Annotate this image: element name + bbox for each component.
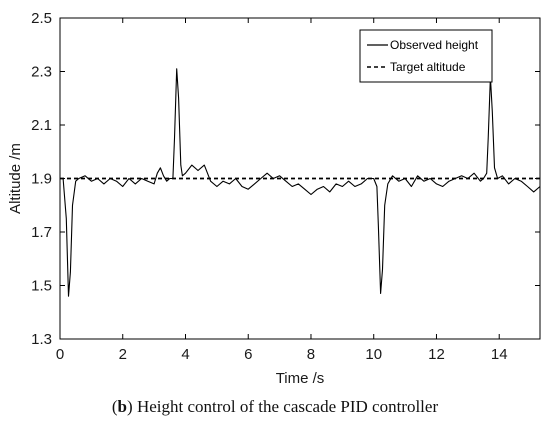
x-tick-label: 6 xyxy=(244,346,252,363)
x-tick-label: 0 xyxy=(56,346,64,363)
x-axis-label: Time /s xyxy=(276,370,325,387)
legend: Observed height Target altitude xyxy=(359,29,493,83)
y-tick-label: 2.5 xyxy=(31,10,52,27)
x-tick-label: 10 xyxy=(365,346,382,363)
caption-label: b xyxy=(117,397,128,416)
series-layer xyxy=(60,68,541,297)
x-tick-label: 12 xyxy=(428,346,445,363)
y-tick-label: 2.3 xyxy=(31,64,52,81)
caption-text: Height control of the cascade PID contro… xyxy=(132,397,439,416)
axis-ticks: 0 2 4 6 8 10 12 14 1.3 1.5 1.7 1.9 2.1 2.3 2.5 xyxy=(31,10,540,363)
legend-box xyxy=(359,29,493,83)
legend-label-observed: Observed height xyxy=(390,38,479,52)
figure-caption: (b) Height control of the cascade PID co… xyxy=(111,397,439,416)
x-tick-label: 2 xyxy=(119,346,127,363)
x-tick-label: 8 xyxy=(307,346,315,363)
y-tick-label: 1.7 xyxy=(31,224,52,241)
y-tick-label: 1.5 xyxy=(31,278,52,295)
y-tick-label: 1.3 xyxy=(31,331,52,348)
x-tick-label: 14 xyxy=(491,346,508,363)
y-tick-label: 1.9 xyxy=(31,171,52,188)
legend-label-target: Target altitude xyxy=(390,60,466,74)
y-axis-label: Altitude /m xyxy=(7,143,24,214)
y-tick-label: 2.1 xyxy=(31,117,52,134)
chart: 0 2 4 6 8 10 12 14 1.3 1.5 1.7 1.9 2.1 2.3 2.5 Time /s… xyxy=(7,10,541,387)
x-tick-label: 4 xyxy=(181,346,189,363)
